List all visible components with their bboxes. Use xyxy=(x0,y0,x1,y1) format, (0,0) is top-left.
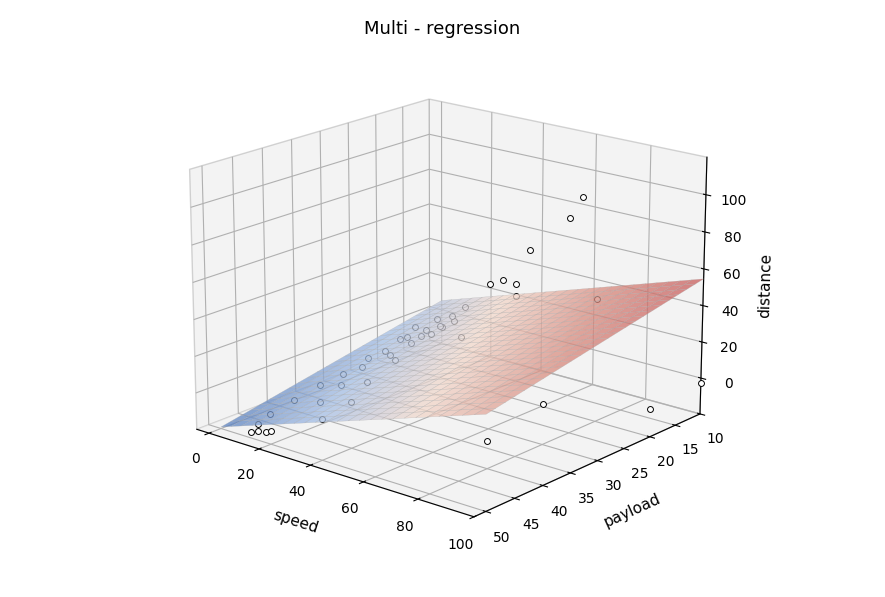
Title: Multi - regression: Multi - regression xyxy=(365,20,520,38)
X-axis label: speed: speed xyxy=(272,508,320,536)
Y-axis label: payload: payload xyxy=(601,491,663,530)
